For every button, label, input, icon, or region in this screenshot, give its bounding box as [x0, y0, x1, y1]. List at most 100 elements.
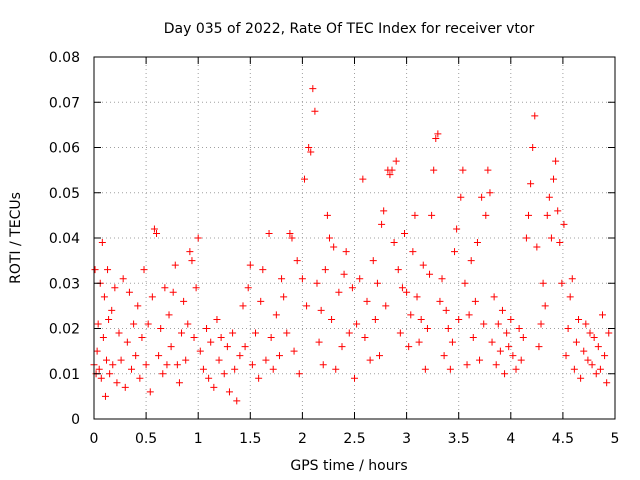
data-point [376, 352, 384, 360]
data-point [494, 320, 502, 328]
data-point [205, 374, 213, 382]
data-point [566, 293, 574, 301]
data-point [128, 365, 136, 373]
data-point [386, 171, 394, 179]
data-point [300, 175, 308, 183]
data-point [288, 234, 296, 242]
data-point [275, 352, 283, 360]
data-point [363, 297, 371, 305]
data-point [525, 211, 533, 219]
data-point [115, 329, 123, 337]
data-point [153, 229, 161, 237]
data-point [415, 338, 423, 346]
data-point [580, 347, 588, 355]
data-point [138, 334, 146, 342]
data-point [463, 361, 471, 369]
data-point [547, 234, 555, 242]
data-point [560, 220, 568, 228]
data-point [338, 343, 346, 351]
data-point [582, 320, 590, 328]
data-point [315, 338, 323, 346]
data-point [423, 325, 431, 332]
data-point [590, 334, 598, 342]
data-point [388, 166, 396, 174]
x-tick-label: 1 [194, 431, 203, 447]
data-point [171, 261, 179, 269]
data-point [417, 315, 425, 323]
data-point [94, 320, 102, 328]
data-point [541, 302, 549, 310]
data-point [293, 257, 301, 265]
data-point [267, 334, 275, 342]
data-point [97, 374, 105, 382]
data-point [192, 284, 200, 292]
data-point [568, 275, 576, 283]
data-point [104, 266, 112, 274]
data-point [328, 315, 336, 323]
data-point [109, 361, 117, 369]
data-point [592, 370, 600, 378]
data-point [486, 189, 494, 197]
data-point [527, 180, 535, 188]
data-point [229, 329, 237, 337]
data-point [351, 374, 358, 382]
y-axis-title: ROTI / TECUs [8, 192, 24, 284]
data-point [175, 379, 183, 387]
data-point [378, 220, 386, 228]
data-point [467, 257, 475, 265]
y-tick-label: 0.01 [49, 367, 80, 383]
data-point [426, 270, 434, 278]
data-point [146, 388, 154, 396]
data-point [340, 270, 348, 278]
data-point [298, 275, 306, 283]
data-point [598, 311, 606, 319]
data-point [533, 243, 541, 251]
data-point [436, 297, 444, 305]
data-point [190, 334, 198, 342]
data-point [215, 356, 223, 364]
data-point [106, 370, 114, 378]
data-point [134, 302, 142, 310]
data-point [448, 338, 456, 346]
data-point [369, 257, 377, 265]
data-point [438, 275, 446, 283]
data-point [184, 320, 192, 328]
data-point [451, 248, 459, 256]
data-point [309, 85, 317, 93]
data-point [236, 352, 244, 360]
data-point [241, 343, 249, 351]
x-tick-label: 2.5 [343, 431, 365, 447]
data-point [161, 284, 169, 292]
data-point [382, 302, 390, 310]
data-point [492, 361, 500, 369]
data-point [419, 261, 427, 269]
y-tick-label: 0 [71, 412, 80, 428]
data-point [482, 211, 490, 219]
data-point [545, 193, 553, 201]
data-point [325, 234, 333, 242]
data-point [390, 239, 398, 247]
data-point [550, 175, 558, 183]
data-point [313, 279, 321, 287]
data-point [182, 356, 190, 364]
data-point [488, 338, 496, 346]
data-point [498, 306, 506, 314]
data-point [588, 361, 596, 369]
data-point [401, 229, 409, 237]
data-point [558, 279, 566, 287]
data-point [552, 157, 560, 165]
data-point [93, 347, 101, 355]
data-point [394, 266, 402, 274]
data-point [359, 175, 367, 183]
x-tick-label: 5 [611, 431, 620, 447]
data-point [330, 243, 338, 251]
data-point [476, 356, 484, 364]
data-point [480, 320, 488, 328]
data-point [130, 320, 138, 328]
data-point [295, 370, 303, 378]
data-point [515, 325, 523, 332]
y-tick-label: 0.05 [49, 186, 80, 202]
data-point [103, 356, 111, 364]
data-point [405, 343, 413, 351]
